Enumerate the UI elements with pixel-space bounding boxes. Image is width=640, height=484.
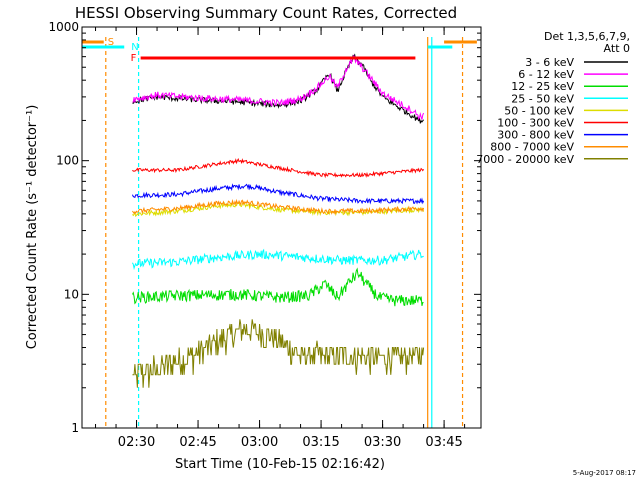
series-line xyxy=(132,198,425,216)
legend-label: 25 - 50 keV xyxy=(511,92,574,105)
series-line xyxy=(131,248,424,271)
x-tick-label: 02:30 xyxy=(118,435,155,450)
series-line xyxy=(132,54,425,121)
y-tick-label: 1 xyxy=(71,421,79,435)
legend-label: 300 - 800 keV xyxy=(497,129,574,142)
series-line xyxy=(132,158,425,179)
x-axis-label: Start Time (10-Feb-15 02:16:42) xyxy=(175,457,385,472)
legend-header: Det 1,3,5,6,7,9, xyxy=(544,30,630,43)
legend-label: 100 - 300 keV xyxy=(497,117,574,130)
x-tick-label: 02:45 xyxy=(179,435,216,450)
series-line xyxy=(131,267,424,307)
x-tick-label: 03:30 xyxy=(364,435,401,450)
legend-label: 3 - 6 keV xyxy=(525,56,574,69)
y-tick-label: 10 xyxy=(64,287,79,301)
legend-label: 12 - 25 keV xyxy=(511,80,574,93)
series-line xyxy=(131,183,425,205)
x-tick-label: 03:15 xyxy=(302,435,339,450)
y-tick-label: 100 xyxy=(56,154,79,168)
legend-header-att: Att 0 xyxy=(604,42,630,55)
plot-frame xyxy=(81,26,482,429)
flag-label: S xyxy=(108,37,114,48)
footer-date: 5-Aug-2017 08:17 xyxy=(573,469,636,477)
legend-label: 7000 - 20000 keV xyxy=(476,153,574,166)
x-tick-label: 03:45 xyxy=(425,435,462,450)
flag-label: F xyxy=(131,53,137,64)
y-axis-label: Corrected Count Rate (s⁻¹ detector⁻¹) xyxy=(25,105,40,350)
legend-label: 800 - 7000 keV xyxy=(490,141,574,154)
flag-label: N xyxy=(131,42,138,53)
legend-label: 6 - 12 keV xyxy=(518,68,574,81)
legend-label: 50 - 100 keV xyxy=(504,104,574,117)
series-line xyxy=(132,201,425,218)
x-tick-label: 03:00 xyxy=(241,435,278,450)
chart-title: HESSI Observing Summary Count Rates, Cor… xyxy=(75,4,457,22)
series-line xyxy=(132,319,425,388)
series-line xyxy=(132,53,424,124)
y-tick-label: 1000 xyxy=(48,20,79,34)
